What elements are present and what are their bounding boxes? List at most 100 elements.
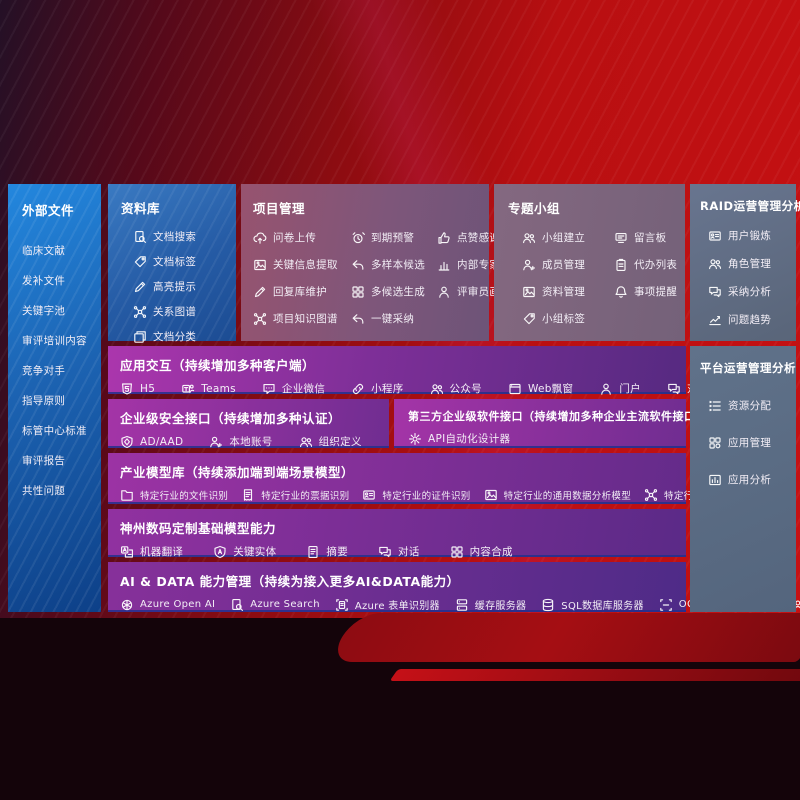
panel-title: 专题小组	[508, 201, 561, 216]
feature-item: 小组建立	[522, 230, 614, 245]
feature-label: 企业微信	[281, 383, 326, 395]
feature-label: Azure Open AI	[140, 599, 216, 610]
feature-item: 一键采纳	[351, 311, 437, 326]
feature-label: 应用分析	[728, 474, 772, 486]
feature-label: 成员管理	[542, 259, 586, 271]
external-files-panel: 外部文件 临床文献 发补文件 关键字池 审评培训内容 竞争对手 指导原则 标管中心标准 审评报…	[8, 184, 101, 612]
feature-item: 发补文件	[22, 273, 101, 288]
feature-item: 指导原则	[22, 393, 101, 408]
relation-graph-icon	[133, 305, 147, 319]
ocr-icon	[659, 598, 673, 612]
org-define-icon	[299, 435, 313, 449]
panel-title: 项目管理	[253, 201, 306, 216]
panel-items: API自动化设计器	[408, 431, 686, 446]
feature-label: 文档标签	[153, 256, 197, 268]
feature-item: 特定行业的证件识别	[362, 488, 470, 502]
panel-items: Azure Open AI Azure Search Azure 表单识别器 缓存服务…	[120, 597, 800, 612]
feature-label: 关键实体	[233, 546, 277, 558]
feature-label: 特定行业的文件识别	[140, 491, 229, 502]
feature-label: 多候选生成	[371, 286, 425, 298]
feature-item: 事项提醒	[614, 284, 685, 299]
feature-item: 小组标签	[522, 311, 614, 326]
panel-items: 小组建立 留言板 成员管理 代办列表 资料管理 事项提醒 小组标签	[522, 230, 685, 326]
feature-item: 标管中心标准	[22, 423, 101, 438]
material-manage-icon	[522, 285, 536, 299]
feature-label: 竞争对手	[22, 365, 66, 377]
feature-item: Azure Open AI	[120, 598, 215, 612]
teams-icon	[181, 382, 195, 396]
raid-analysis-panel: RAID运营管理分析 用户锻炼 角色管理 采纳分析 问题趋势	[690, 184, 800, 341]
feature-label: 关键信息提取	[273, 259, 338, 271]
feature-item: 特定行业的通用数据分析模型	[484, 488, 631, 502]
feature-item: 组织定义	[299, 434, 362, 449]
data-analysis-model-icon	[484, 488, 498, 502]
thirdparty-interface-row: 第三方企业级软件接口（持续增加多种企业主流软件接口） API自动化设计器	[394, 399, 707, 448]
repository-panel: 资料库 文档搜索 文档标签 高亮提示 关系图谱 文档分类	[108, 184, 236, 343]
feature-item: 共性问题	[22, 483, 101, 498]
feature-item: 角色管理	[708, 256, 796, 271]
todo-list-icon	[614, 258, 628, 272]
feature-item: 应用分析	[708, 472, 796, 487]
feature-label: 资源分配	[728, 400, 772, 412]
panel-items: H5Teams企业微信小程序公众号Web飘窗门户对话	[120, 381, 708, 396]
summary-icon	[306, 545, 320, 559]
feature-label: 用户锻炼	[728, 230, 772, 242]
feature-item: 问题趋势	[708, 312, 796, 327]
panel-items: AD/AAD 本地账号 组织定义	[120, 434, 389, 449]
feature-item: 成员管理	[522, 257, 614, 272]
web-popup-icon	[508, 382, 522, 396]
knowledge-graph-icon	[253, 312, 267, 326]
app-manage-icon	[708, 436, 722, 450]
panel-items: 机器翻译 关键实体 摘要 对话 内容合成	[120, 544, 686, 559]
feature-label: 本地账号	[229, 436, 273, 448]
openai-icon	[120, 598, 134, 612]
feature-item: 留言板	[614, 230, 685, 245]
feature-item: 缓存服务器	[455, 597, 527, 612]
project-management-panel: 项目管理 问卷上传 到期预警 点赞感谢 关键信息提取 多样本候选 内部专家排名 回复库维护多…	[241, 184, 522, 341]
portal-icon	[599, 382, 613, 396]
panel-items: 特定行业的文件识别 特定行业的票据识别 特定行业的证件识别 特定行业的通用数据分析模型…	[120, 488, 791, 502]
feature-label: 小组建立	[542, 232, 586, 244]
panel-items: 临床文献 发补文件 关键字池 审评培训内容 竞争对手 指导原则 标管中心标准 审评报告 共性问题	[22, 243, 101, 498]
expert-rank-icon	[437, 258, 451, 272]
adoption-analysis-icon	[708, 285, 722, 299]
security-interface-row: 企业级安全接口（持续增加多种认证） AD/AAD 本地账号 组织定义	[108, 399, 389, 448]
decorative-red-strip	[389, 669, 800, 681]
topic-group-panel: 专题小组 小组建立 留言板 成员管理 代办列表 资料管理 事项提醒 小组标签	[494, 184, 685, 341]
feature-label: H5	[140, 382, 156, 395]
feature-label: Azure Search	[250, 599, 320, 610]
feature-item: Web飘窗	[508, 381, 573, 396]
feature-item: 特定行业的文件识别	[120, 488, 228, 502]
member-manage-icon	[522, 258, 536, 272]
feature-label: API自动化设计器	[428, 433, 511, 445]
feature-label: 多样本候选	[371, 259, 425, 271]
multi-generate-icon	[351, 285, 365, 299]
one-click-adopt-icon	[351, 312, 365, 326]
feature-label: 高亮提示	[153, 281, 197, 293]
feature-label: 角色管理	[728, 258, 772, 270]
feature-label: 对话	[398, 546, 420, 558]
translate-icon	[120, 545, 134, 559]
feature-label: 特定行业的票据识别	[261, 491, 350, 502]
feature-item: Teams	[181, 382, 236, 396]
issue-trend-icon	[708, 313, 722, 327]
user-card-icon	[708, 229, 722, 243]
reply-maintain-icon	[253, 285, 267, 299]
feature-item: 代办列表	[614, 257, 685, 272]
extract-info-icon	[253, 258, 267, 272]
feature-label: 特定行业的证件识别	[382, 491, 471, 502]
ad-aad-icon	[120, 435, 134, 449]
feature-label: 代办列表	[634, 259, 678, 271]
receipt-recognition-icon	[241, 488, 255, 502]
feature-label: Web飘窗	[527, 383, 574, 395]
feature-item: AD/AAD	[120, 435, 183, 449]
feature-label: 文档搜索	[153, 231, 197, 243]
panel-items: 资源分配应用管理应用分析	[708, 398, 796, 487]
feature-label: 应用管理	[728, 437, 772, 449]
feature-item: 高亮提示	[133, 279, 236, 294]
feature-item: 临床文献	[22, 243, 101, 258]
feature-label: 审评培训内容	[22, 335, 87, 347]
base-model-row: 神州数码定制基础模型能力 机器翻译 关键实体 摘要 对话 内容合成	[108, 509, 686, 559]
feature-item: 审评培训内容	[22, 333, 101, 348]
feature-label: 机器翻译	[140, 546, 184, 558]
